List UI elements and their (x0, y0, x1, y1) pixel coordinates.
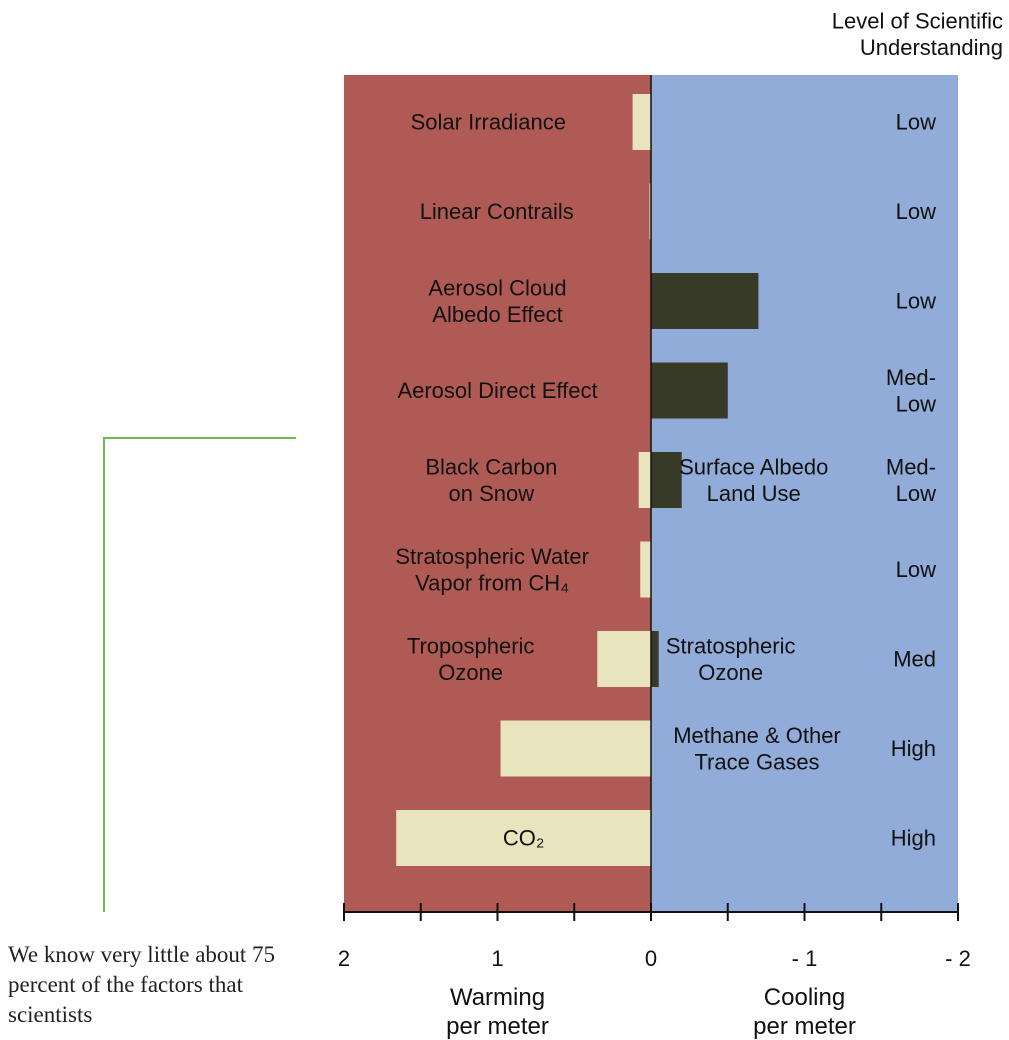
factor-label: Aerosol Direct Effect (397, 378, 597, 403)
factor-label: Ozone (698, 660, 763, 685)
cooling-bar (651, 273, 758, 329)
warming-bar (640, 542, 651, 598)
understanding-level: Low (896, 110, 936, 135)
cooling-bar (651, 452, 682, 508)
x-axis-label-cooling: per meter (753, 1013, 856, 1040)
cooling-bar (651, 363, 728, 419)
factor-label: Aerosol Cloud (428, 276, 566, 301)
factor-label: on Snow (449, 481, 535, 506)
factor-label: Stratospheric (666, 634, 796, 659)
understanding-level: Med (893, 647, 936, 672)
factor-label: Ozone (438, 660, 503, 685)
factor-label: Methane & Other (673, 723, 841, 748)
x-axis-label-warming: Warming (450, 984, 545, 1011)
x-axis-label-cooling: Cooling (764, 984, 845, 1011)
x-tick-label: - 1 (792, 946, 818, 971)
understanding-level: High (891, 826, 936, 851)
understanding-level: Low (896, 391, 936, 416)
x-tick-label: 0 (645, 946, 657, 971)
factor-label: Tropospheric (407, 634, 535, 659)
cooling-bar (651, 631, 659, 687)
warming-bar (597, 631, 651, 687)
factor-label: Linear Contrails (420, 199, 574, 224)
x-tick-label: 2 (338, 946, 350, 971)
factor-label: Vapor from CH₄ (415, 570, 569, 595)
understanding-level: Low (896, 557, 936, 582)
factor-label: Stratospheric Water (395, 544, 589, 569)
factor-label: Land Use (707, 481, 801, 506)
x-tick-label: 1 (491, 946, 503, 971)
understanding-level: Med- (886, 455, 936, 480)
factor-label: Albedo Effect (432, 302, 562, 327)
factor-label: Surface Albedo (679, 455, 828, 480)
warming-bar (501, 721, 651, 777)
factor-label: Black Carbon (425, 455, 557, 480)
understanding-level: High (891, 736, 936, 761)
warming-bar (633, 94, 651, 150)
factor-label: Solar Irradiance (411, 110, 566, 135)
factor-label: Trace Gases (694, 749, 819, 774)
caption-text: We know very little about 75 percent of … (8, 940, 298, 1030)
understanding-level: Low (896, 199, 936, 224)
understanding-level: Low (896, 481, 936, 506)
understanding-level: Med- (886, 365, 936, 390)
x-axis-label-warming: per meter (446, 1013, 549, 1040)
warming-bar (639, 452, 651, 508)
bar-inner-label: CO₂ (503, 826, 545, 851)
understanding-level: Low (896, 289, 936, 314)
understanding-header-text: Level of Scientific (832, 9, 1003, 34)
annotation-bracket (104, 438, 296, 912)
understanding-header-text: Understanding (860, 35, 1003, 60)
x-tick-label: - 2 (945, 946, 971, 971)
